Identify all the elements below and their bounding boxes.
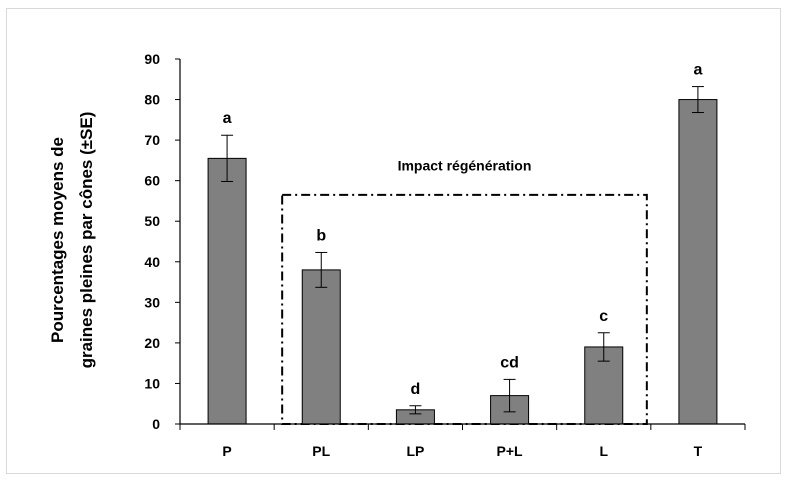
- x-tick-label-T: T: [694, 443, 703, 459]
- x-tick-label-PL: PL: [312, 443, 330, 459]
- x-tick-label-P: P: [222, 443, 231, 459]
- y-tick-label-40: 40: [144, 254, 160, 270]
- significance-label-PL: b: [316, 227, 326, 244]
- impact-regeneration-label: Impact régénération: [398, 158, 532, 174]
- chart-frame: [6, 8, 781, 474]
- significance-label-P+L: cd: [500, 354, 519, 371]
- y-tick-label-50: 50: [144, 213, 160, 229]
- bars-group: [207, 99, 718, 425]
- y-ticks-group: 0 10 20 30 40 50 60 70 80 90: [144, 51, 180, 432]
- y-axis-title-line-2: graines pleines par cônes (±SE): [77, 112, 96, 369]
- y-tick-label-20: 20: [144, 335, 160, 351]
- impact-regeneration-frame: [281, 193, 648, 425]
- y-tick-label-10: 10: [144, 375, 160, 391]
- x-tick-label-P+L: P+L: [497, 443, 524, 459]
- x-tick-label-LP: LP: [406, 443, 424, 459]
- y-tick-label-0: 0: [152, 416, 160, 432]
- y-tick-label-80: 80: [144, 92, 160, 108]
- bar-PL: [301, 269, 341, 425]
- y-tick-label-60: 60: [144, 173, 160, 189]
- bar-T: [678, 99, 718, 425]
- x-ticks-group: P PL LP P+L L T: [179, 424, 746, 459]
- error-bars-group: [221, 86, 704, 415]
- y-tick-label-30: 30: [144, 294, 160, 310]
- bar-P: [207, 157, 247, 425]
- significance-labels-group: a b d cd c a: [223, 62, 703, 398]
- y-tick-label-90: 90: [144, 51, 160, 67]
- significance-label-L: c: [599, 308, 608, 325]
- significance-label-T: a: [693, 62, 702, 79]
- impact-regeneration-box: Impact régénération: [281, 158, 648, 425]
- significance-label-LP: d: [411, 381, 421, 398]
- y-axis-title: Pourcentages moyens de graines pleines p…: [48, 112, 96, 369]
- y-tick-label-70: 70: [144, 132, 160, 148]
- axes-group: [179, 59, 745, 425]
- significance-label-P: a: [223, 110, 232, 127]
- x-tick-label-L: L: [599, 443, 608, 459]
- y-axis-title-line-1: Pourcentages moyens de: [48, 137, 67, 343]
